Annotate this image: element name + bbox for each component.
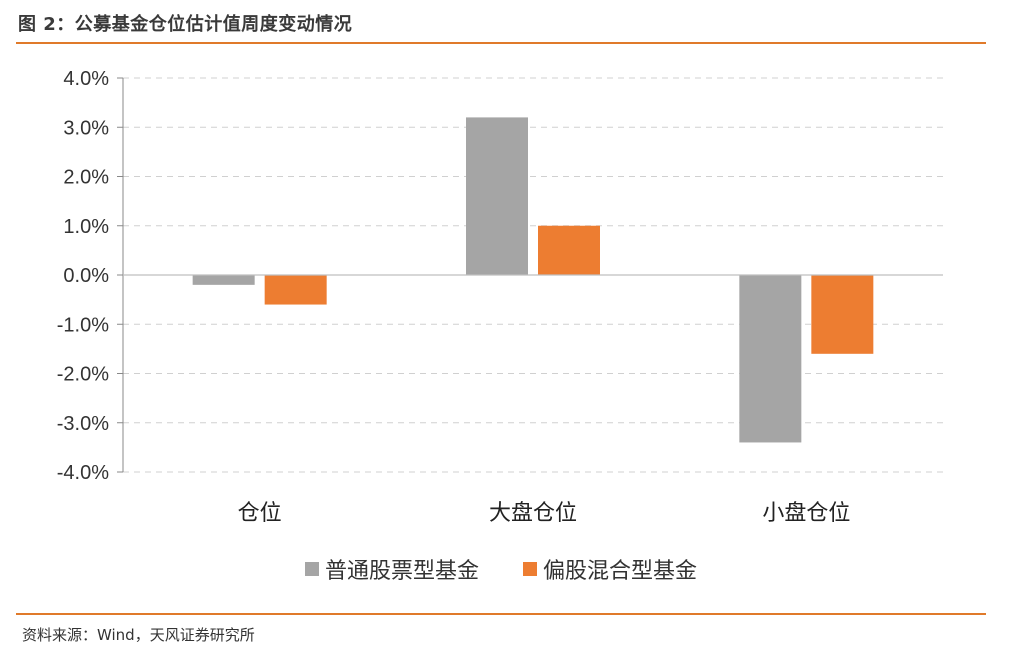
legend-swatch-stock-fund [305, 562, 319, 576]
y-tick-label: -4.0% [57, 462, 109, 484]
category-label: 大盘仓位 [489, 501, 577, 526]
figure-title: 图 2：公募基金仓位估计值周度变动情况 [18, 14, 353, 35]
title-rule [16, 42, 986, 44]
y-tick-label: 4.0% [63, 68, 109, 90]
legend-swatch-mixed-fund [523, 562, 537, 576]
category-label: 小盘仓位 [762, 501, 850, 526]
y-tick-label: 3.0% [63, 117, 109, 139]
bar-mixed-fund [264, 275, 327, 305]
source-note: 资料来源：Wind，天风证券研究所 [22, 626, 255, 644]
bar-stock-fund [739, 275, 802, 443]
bar-mixed-fund [538, 225, 600, 275]
y-tick-label: 2.0% [63, 167, 109, 189]
legend-label: 偏股混合型基金 [543, 559, 697, 584]
y-tick-label: -2.0% [57, 364, 109, 386]
category-label: 仓位 [238, 501, 282, 526]
y-tick-label: 0.0% [63, 265, 109, 287]
bar-stock-fund [466, 117, 528, 276]
y-tick-label: 1.0% [63, 216, 109, 238]
legend-label: 普通股票型基金 [325, 559, 479, 584]
bar-chart: 4.0% 3.0% 2.0% 1.0% 0.0% -1.0% -2.0% -3.0% -4.0%… [57, 68, 943, 584]
y-tick-label: -1.0% [57, 314, 109, 336]
bar-mixed-fund [811, 275, 874, 354]
bar-stock-fund [192, 275, 255, 285]
y-tick-label: -3.0% [57, 413, 109, 435]
source-rule [16, 613, 986, 615]
